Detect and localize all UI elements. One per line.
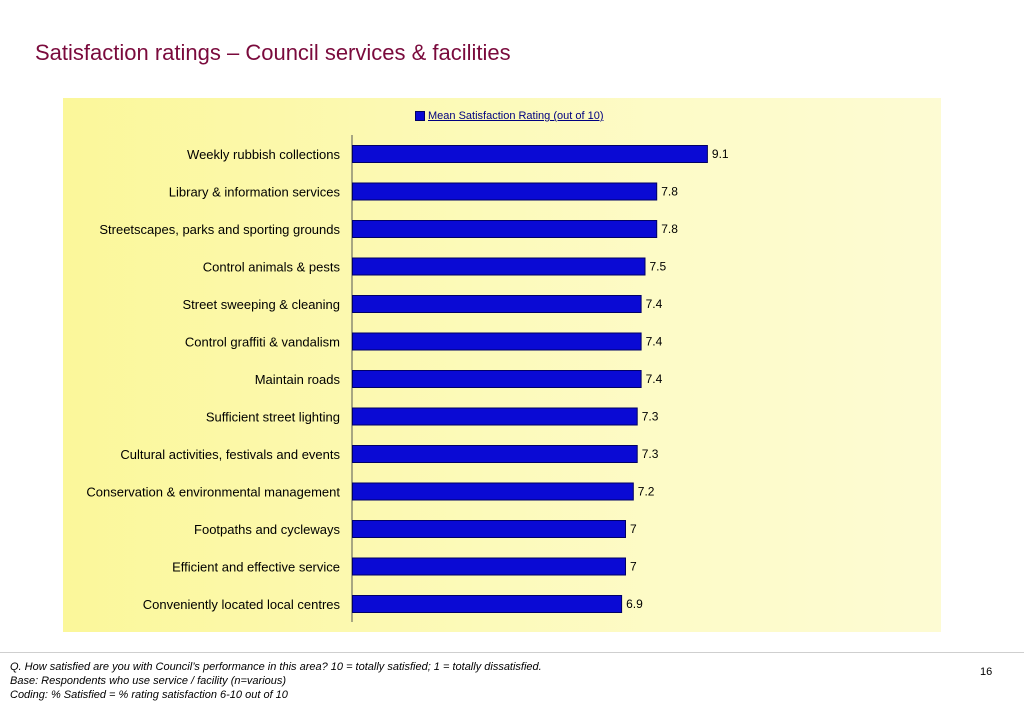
category-label: Conveniently located local centres — [143, 597, 341, 612]
page-title: Satisfaction ratings – Council services … — [35, 40, 511, 65]
bar — [352, 332, 642, 351]
data-label: 7.8 — [661, 185, 678, 199]
bar — [352, 182, 658, 201]
category-label: Weekly rubbish collections — [187, 147, 340, 162]
chart-area: Mean Satisfaction Rating (out of 10) Wee… — [63, 98, 941, 632]
legend-label: Mean Satisfaction Rating (out of 10) — [428, 110, 604, 122]
bar — [352, 257, 646, 276]
bar — [352, 557, 626, 576]
bar — [352, 370, 642, 388]
category-label: Conservation & environmental management — [86, 485, 340, 500]
data-label: 7.3 — [642, 410, 659, 424]
bar — [352, 145, 708, 163]
data-label: 7.2 — [638, 485, 655, 499]
bar — [352, 445, 638, 463]
footnotes: Q. How satisfied are you with Council’s … — [10, 660, 542, 702]
data-label: 7.4 — [646, 297, 663, 311]
category-label: Cultural activities, festivals and event… — [120, 447, 340, 462]
data-label: 7.4 — [646, 335, 663, 349]
bar — [352, 595, 623, 613]
data-label: 7 — [630, 522, 637, 536]
footer-divider — [0, 652, 1024, 653]
bar — [352, 482, 634, 501]
bar-chart: Weekly rubbish collections 9.1 Library & i… — [86, 135, 729, 622]
legend-swatch — [415, 111, 425, 121]
data-label: 7.4 — [646, 372, 663, 386]
data-label: 6.9 — [626, 597, 643, 611]
footnote-question: Q. How satisfied are you with Council’s … — [10, 661, 542, 673]
data-label: 7.3 — [642, 447, 659, 461]
category-label: Library & information services — [169, 185, 341, 200]
data-label: 7.5 — [650, 260, 667, 274]
category-label: Street sweeping & cleaning — [182, 297, 340, 312]
category-label: Streetscapes, parks and sporting grounds — [99, 222, 340, 237]
footnote-base: Base: Respondents who use service / faci… — [10, 675, 287, 687]
category-label: Footpaths and cycleways — [194, 522, 340, 537]
category-label: Control animals & pests — [203, 260, 341, 275]
data-label: 7 — [630, 560, 637, 574]
category-label: Sufficient street lighting — [206, 410, 340, 425]
data-label: 9.1 — [712, 147, 729, 161]
chart-legend: Mean Satisfaction Rating (out of 10) — [415, 110, 603, 122]
bar — [352, 220, 658, 238]
category-label: Efficient and effective service — [172, 560, 340, 575]
category-label: Control graffiti & vandalism — [185, 335, 340, 350]
category-label: Maintain roads — [255, 372, 341, 387]
bar — [352, 407, 638, 426]
data-label: 7.8 — [661, 222, 678, 236]
footnote-coding: Coding: % Satisfied = % rating satisfact… — [10, 689, 288, 701]
bar — [352, 295, 642, 313]
bar — [352, 520, 626, 538]
page-number: 16 — [980, 666, 993, 678]
